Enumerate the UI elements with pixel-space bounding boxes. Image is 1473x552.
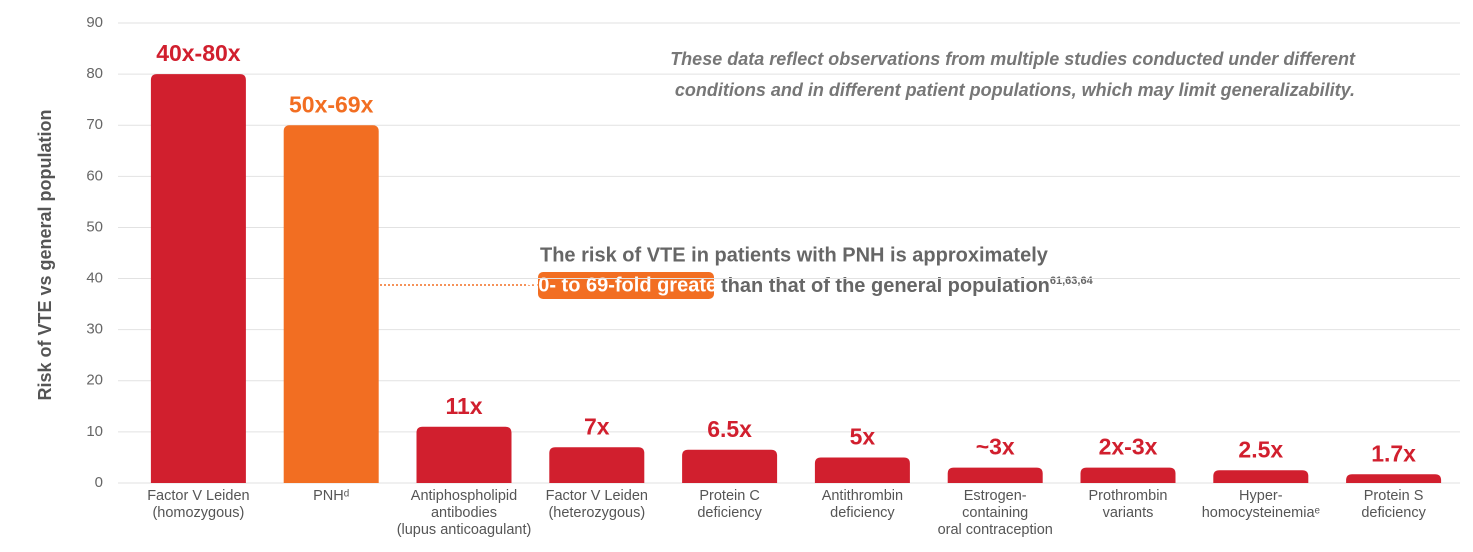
value-label: 2.5x <box>1238 436 1283 462</box>
x-tick-label: Protein S <box>1364 488 1424 504</box>
value-label: 11x <box>445 393 482 419</box>
x-tick-label: Protein C <box>699 488 759 504</box>
value-label: 7x <box>584 413 610 439</box>
bar <box>416 426 512 483</box>
x-tick-label: deficiency <box>697 505 762 521</box>
value-label: 40x-80x <box>156 40 241 66</box>
y-tick-label: 70 <box>86 116 103 133</box>
value-label: ~3x <box>976 434 1015 460</box>
x-tick-label: PNHᵈ <box>313 488 349 504</box>
callout-rest: than that of the general population <box>721 275 1050 297</box>
callout-superscript: 61,63,64 <box>1050 275 1094 287</box>
bar <box>1213 470 1309 483</box>
bar <box>947 467 1043 483</box>
y-tick-label: 20 <box>86 372 103 389</box>
value-label: 1.7x <box>1371 440 1416 466</box>
x-tick-label: Hyper- <box>1239 488 1283 504</box>
x-tick-label: Estrogen- <box>964 488 1027 504</box>
bar <box>150 74 246 483</box>
callout-text: than that of the general population61,63… <box>721 275 1094 297</box>
x-tick-label: (heterozygous) <box>548 505 645 521</box>
bar <box>1346 474 1442 483</box>
value-label: 50x-69x <box>289 91 374 117</box>
y-tick-label: 80 <box>86 65 103 82</box>
callout-text: The risk of VTE in patients with PNH is … <box>540 244 1049 266</box>
bar <box>682 449 778 483</box>
value-label: 5x <box>850 424 876 450</box>
x-tick-label: oral contraception <box>938 522 1053 538</box>
note-line: These data reflect observations from mul… <box>670 49 1356 69</box>
x-tick-label: Factor V Leiden <box>147 488 249 504</box>
bar <box>814 457 910 483</box>
x-tick-label: (lupus anticoagulant) <box>397 522 532 538</box>
value-label: 2x-3x <box>1099 434 1158 460</box>
bar <box>1080 467 1176 483</box>
x-tick-label: Prothrombin <box>1089 488 1168 504</box>
x-tick-label: deficiency <box>830 505 895 521</box>
x-tick-label: Antithrombin <box>822 488 903 504</box>
x-tick-label: variants <box>1103 505 1154 521</box>
bar <box>549 447 645 483</box>
x-tick-label: Antiphospholipid <box>411 488 517 504</box>
y-tick-label: 60 <box>86 167 103 184</box>
y-tick-label: 40 <box>86 270 103 287</box>
note-line: conditions and in different patient popu… <box>675 80 1355 100</box>
x-tick-label: deficiency <box>1361 505 1426 521</box>
y-axis-label: Risk of VTE vs general population <box>35 109 55 400</box>
y-tick-label: 90 <box>86 14 103 31</box>
value-label: 6.5x <box>707 416 752 442</box>
x-tick-label: antibodies <box>431 505 497 521</box>
x-tick-label: homocysteinemiaᵉ <box>1202 505 1321 521</box>
bar <box>283 125 379 483</box>
y-tick-label: 10 <box>86 423 103 440</box>
y-tick-label: 50 <box>86 218 103 235</box>
x-tick-label: containing <box>962 505 1028 521</box>
y-tick-label: 0 <box>95 474 103 491</box>
y-tick-label: 30 <box>86 321 103 338</box>
x-tick-label: Factor V Leiden <box>546 488 648 504</box>
callout-highlight: 50- to 69-fold greater <box>527 274 725 296</box>
x-tick-label: (homozygous) <box>152 505 244 521</box>
